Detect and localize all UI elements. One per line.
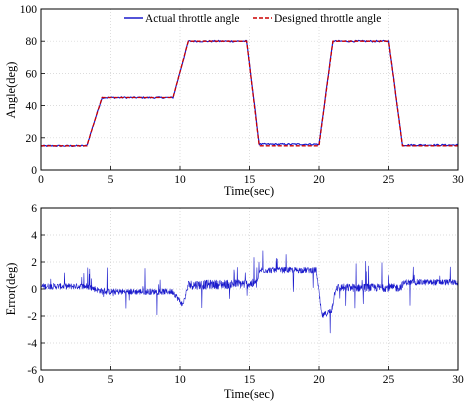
x-tick-label: 20 [313,374,325,386]
angle-plot-area [41,9,458,170]
x-tick-label: 5 [108,174,114,186]
x-tick-label: 15 [244,174,256,186]
angle-chart: 0 5 10 15 20 25 30 0 20 40 60 80 100 Time(sec) Angl… [4,4,464,198]
x-tick-label: 30 [452,174,464,186]
angle-x-axis-label: Time(sec) [224,184,274,198]
error-series [40,250,459,334]
y-tick-label: -4 [27,338,37,350]
error-grid [41,208,458,370]
angle-series [40,39,459,148]
y-tick-label: 100 [20,4,38,16]
x-tick-label: 25 [383,374,395,386]
legend: Actual throttle angle Designed throttle … [120,10,381,27]
y-tick-label: 4 [31,230,37,242]
x-tick-label: 0 [38,174,44,186]
y-tick-label: 20 [26,133,38,145]
legend-label-designed: Designed throttle angle [274,13,381,25]
x-tick-label: 20 [313,174,325,186]
y-tick-label: 6 [31,203,37,215]
y-tick-label: 0 [31,165,37,177]
series-line-designed [41,40,458,147]
x-tick-label: 10 [174,174,186,186]
angle-y-ticks: 0 20 40 60 80 100 [20,4,45,177]
angle-grid [41,9,458,170]
x-tick-label: 25 [383,174,395,186]
y-tick-label: 40 [26,101,38,113]
series-line-error [40,250,459,334]
x-tick-label: 5 [108,374,114,386]
y-tick-label: 0 [31,284,37,296]
y-tick-label: 60 [26,68,38,80]
legend-box [120,10,376,27]
y-tick-label: 2 [31,257,37,269]
x-tick-label: 30 [452,374,464,386]
error-y-ticks: -6 -4 -2 0 2 4 6 [27,203,45,377]
y-tick-label: -6 [27,365,37,377]
error-y-axis-label: Error(deg) [4,263,18,316]
y-tick-label: -2 [27,311,37,323]
x-tick-label: 0 [38,374,44,386]
angle-x-ticks: 0 5 10 15 20 25 30 [38,166,464,186]
angle-y-axis-label: Angle(deg) [4,62,18,119]
y-tick-label: 80 [26,36,38,48]
x-tick-label: 10 [174,374,186,386]
error-x-ticks: 0 5 10 15 20 25 30 [38,366,464,386]
error-x-axis-label: Time(sec) [224,387,274,401]
error-chart: 0 5 10 15 20 25 30 -6 -4 -2 0 2 4 6 Time(sec) Error(… [4,203,464,401]
legend-label-actual: Actual throttle angle [145,13,240,25]
x-tick-label: 15 [244,374,256,386]
